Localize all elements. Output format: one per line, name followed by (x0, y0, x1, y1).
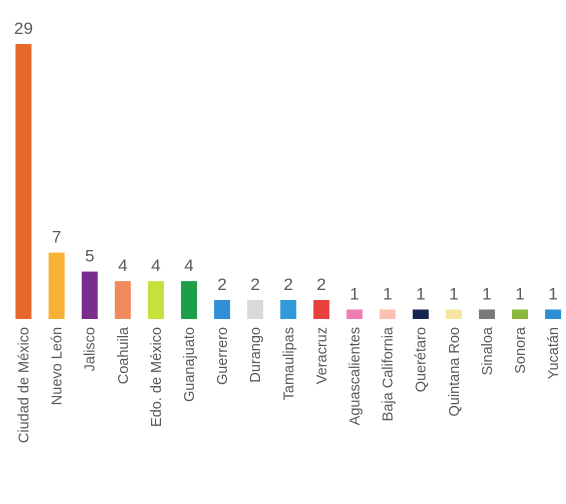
value-label-sonora: 1 (515, 285, 524, 304)
tick-label-ciudad-de-mexico: Ciudad de México (17, 327, 33, 443)
tick-label-guerrero: Guerrero (215, 327, 231, 385)
value-label-nuevo-leon: 7 (52, 228, 61, 247)
tick-label-edo-de-mexico: Edo. de México (149, 327, 165, 427)
bar-jalisco (81, 271, 98, 319)
tick-label-baja-california: Baja California (381, 326, 397, 421)
tick-label-guanajuato: Guanajuato (182, 327, 198, 402)
value-label-coahuila: 4 (118, 256, 127, 275)
bar-baja-california (379, 309, 396, 319)
value-label-yucatan: 1 (548, 285, 557, 304)
bar-sinaloa (478, 309, 495, 319)
value-label-queretaro: 1 (416, 285, 425, 304)
bar-coahuila (114, 281, 131, 319)
bar-guanajuato (181, 281, 197, 319)
tick-label-nuevo-leon: Nuevo León (50, 327, 66, 405)
tick-label-tamaulipas: Tamaulipas (281, 327, 297, 400)
value-label-baja-california: 1 (383, 285, 392, 304)
tick-label-yucatan: Yucatán (546, 327, 562, 379)
bar-aguascalientes (346, 309, 363, 319)
bar-nuevo-leon (48, 252, 65, 319)
bar-ciudad-de-mexico (15, 44, 32, 319)
value-label-edo-de-mexico: 4 (151, 256, 160, 275)
value-label-tamaulipas: 2 (284, 275, 293, 294)
bar-yucatan (545, 309, 562, 319)
bar-tamaulipas (280, 300, 297, 319)
bar-durango (247, 300, 264, 319)
tick-label-veracruz: Veracruz (314, 327, 330, 384)
tick-label-durango: Durango (248, 327, 264, 383)
value-label-durango: 2 (250, 275, 259, 294)
value-label-sinaloa: 1 (482, 285, 491, 304)
bar-guerrero (214, 300, 231, 319)
value-label-veracruz: 2 (317, 275, 326, 294)
bar-edo-de-mexico (147, 281, 164, 319)
tick-label-aguascalientes: Aguascalientes (348, 327, 364, 425)
bar-sonora (512, 309, 528, 319)
tick-label-jalisco: Jalisco (83, 327, 99, 371)
value-label-aguascalientes: 1 (350, 285, 359, 304)
bar-veracruz (313, 300, 330, 319)
tick-label-sinaloa: Sinaloa (480, 326, 496, 375)
value-label-guanajuato: 4 (184, 256, 193, 275)
value-label-guerrero: 2 (217, 275, 226, 294)
tick-label-queretaro: Querétaro (414, 327, 430, 392)
value-label-jalisco: 5 (85, 247, 94, 266)
tick-label-sonora: Sonora (513, 326, 529, 374)
value-label-quintana-roo: 1 (449, 285, 458, 304)
tick-label-quintana-roo: Quintana Roo (447, 327, 463, 416)
bar-queretaro (412, 309, 429, 319)
tick-label-coahuila: Coahuila (116, 326, 132, 384)
bar-quintana-roo (445, 309, 462, 319)
value-label-ciudad-de-mexico: 29 (14, 19, 33, 38)
